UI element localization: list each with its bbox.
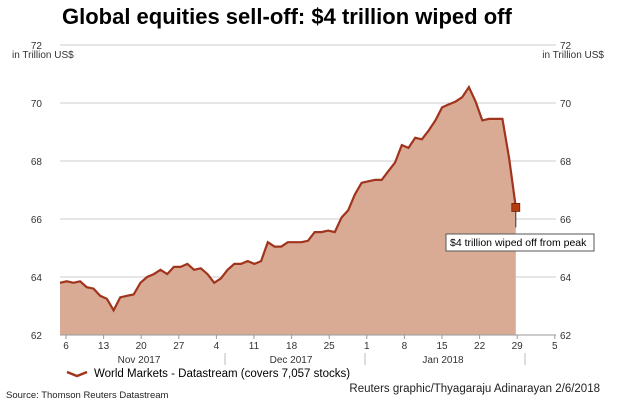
- x-tick-label: 20: [136, 341, 148, 352]
- y-tick-label-right: 66: [560, 215, 572, 226]
- x-tick-label: 27: [173, 341, 185, 352]
- y-tick-label-left: 66: [31, 215, 43, 226]
- annotation-layer: $4 trillion wiped off from peak: [445, 211, 595, 252]
- y-axis-unit-left: in Trillion US$: [12, 50, 74, 61]
- legend-swatch: [66, 370, 88, 378]
- source-note: Source: Thomson Reuters Datastream: [6, 390, 169, 401]
- y-tick-label-left: 70: [31, 99, 43, 110]
- x-tick-label: 13: [98, 341, 110, 352]
- y-axis-unit-right: in Trillion US$: [542, 50, 604, 61]
- x-tick-label: 29: [512, 341, 524, 352]
- month-label: Dec 2017: [270, 355, 313, 366]
- y-tick-label-right: 68: [560, 157, 572, 168]
- y-tick-label-right: 64: [560, 273, 572, 284]
- x-tick-label: 5: [552, 341, 558, 352]
- y-tick-label-right: 72: [560, 41, 572, 52]
- x-tick-label: 1: [364, 341, 370, 352]
- month-label: Jan 2018: [422, 355, 464, 366]
- x-tick-label: 25: [324, 341, 336, 352]
- y-tick-label-left: 62: [31, 331, 43, 342]
- month-label: Nov 2017: [118, 355, 161, 366]
- chart-title: Global equities sell-off: $4 trillion wi…: [62, 4, 512, 29]
- annotation-text: $4 trillion wiped off from peak: [450, 237, 587, 249]
- x-tick-label: 11: [249, 341, 260, 352]
- y-tick-label-right: 70: [560, 99, 572, 110]
- y-tick-label-left: 64: [31, 273, 43, 284]
- x-tick-label: 18: [286, 341, 298, 352]
- end-point-marker: [511, 202, 521, 212]
- x-tick-label: 6: [63, 341, 69, 352]
- legend-label: World Markets - Datastream (covers 7,057…: [94, 368, 351, 380]
- x-tick-label: 8: [402, 341, 408, 352]
- y-tick-label-left: 68: [31, 157, 43, 168]
- x-tick-label: 4: [214, 341, 220, 352]
- x-tick-label: 22: [474, 341, 486, 352]
- series-area: [60, 87, 516, 335]
- area-layer: [59, 84, 521, 335]
- series-line: [59, 84, 517, 313]
- y-tick-label-left: 72: [31, 41, 43, 52]
- annotation-box: [445, 233, 595, 252]
- legend: World Markets - Datastream (covers 7,057…: [66, 368, 350, 380]
- x-tick-label: 15: [436, 341, 448, 352]
- credit-note: Reuters graphic/Thyagaraju Adinarayan 2/…: [349, 383, 600, 395]
- y-tick-label-right: 62: [560, 331, 572, 342]
